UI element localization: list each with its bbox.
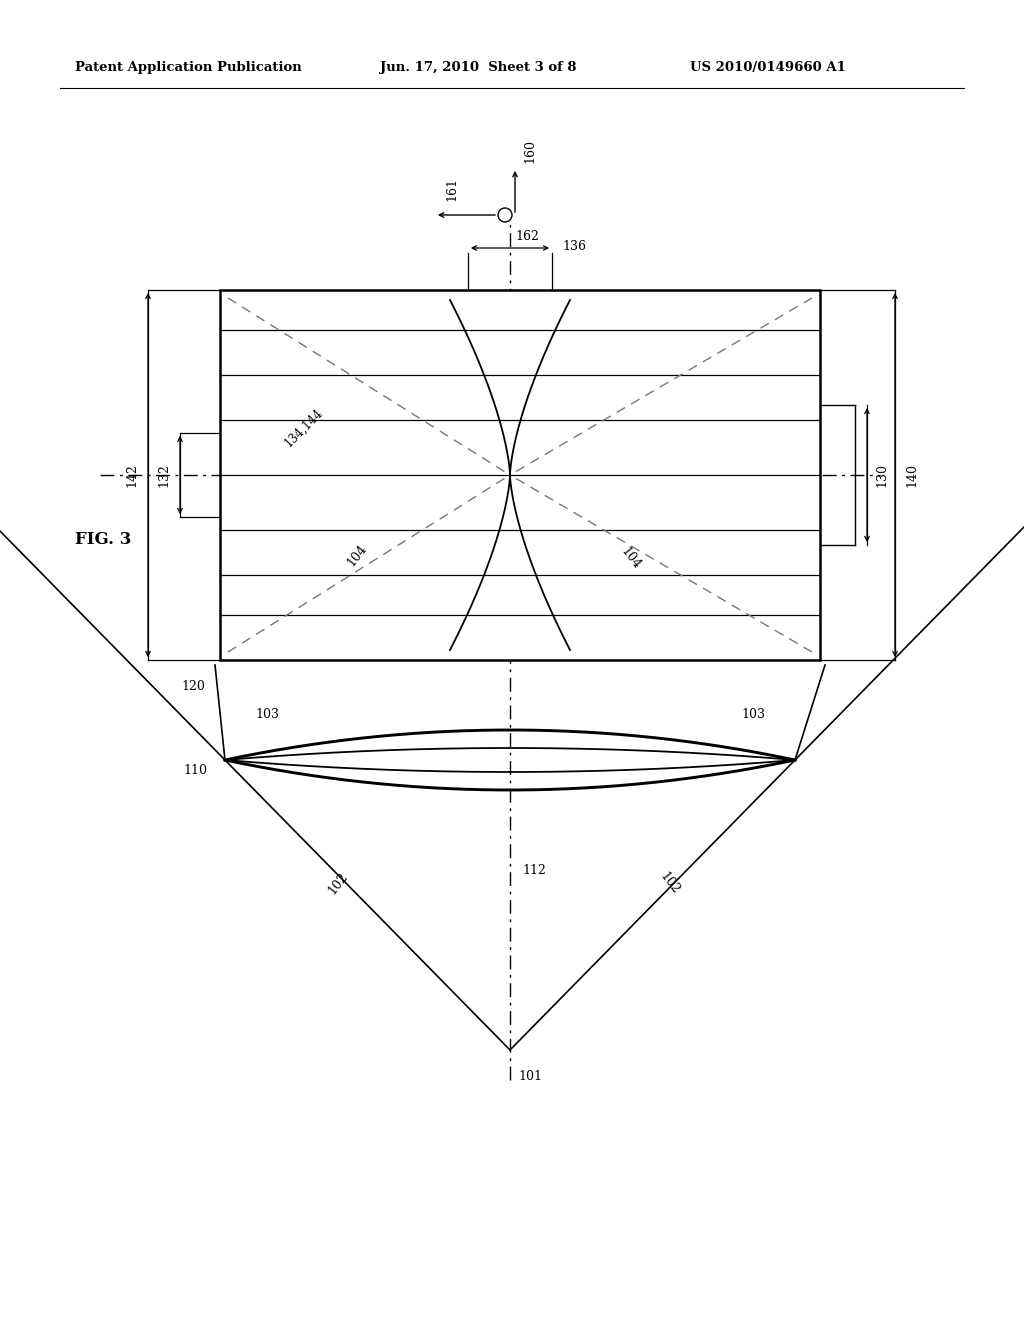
Text: 161: 161 [445,177,458,201]
Text: 112: 112 [522,863,546,876]
Text: 102: 102 [326,870,350,896]
Text: 160: 160 [523,139,536,162]
Text: 162: 162 [515,230,539,243]
Text: 104: 104 [345,541,370,569]
Bar [220,290,820,660]
Text: 103: 103 [741,709,765,722]
Text: 140: 140 [905,463,918,487]
Text: 120: 120 [181,680,205,693]
Text: 142: 142 [126,463,138,487]
Text: 104: 104 [618,545,643,572]
Text: FIG. 3: FIG. 3 [75,532,131,549]
Text: 134,144: 134,144 [282,407,326,450]
Text: 103: 103 [255,709,279,722]
Text: 110: 110 [183,763,207,776]
Text: Jun. 17, 2010  Sheet 3 of 8: Jun. 17, 2010 Sheet 3 of 8 [380,62,577,74]
Text: 130: 130 [874,463,888,487]
Text: 132: 132 [158,463,171,487]
Text: Patent Application Publication: Patent Application Publication [75,62,302,74]
Text: 102: 102 [657,870,682,896]
Text: US 2010/0149660 A1: US 2010/0149660 A1 [690,62,846,74]
Text: 101: 101 [518,1071,542,1082]
Text: 136: 136 [562,239,586,252]
